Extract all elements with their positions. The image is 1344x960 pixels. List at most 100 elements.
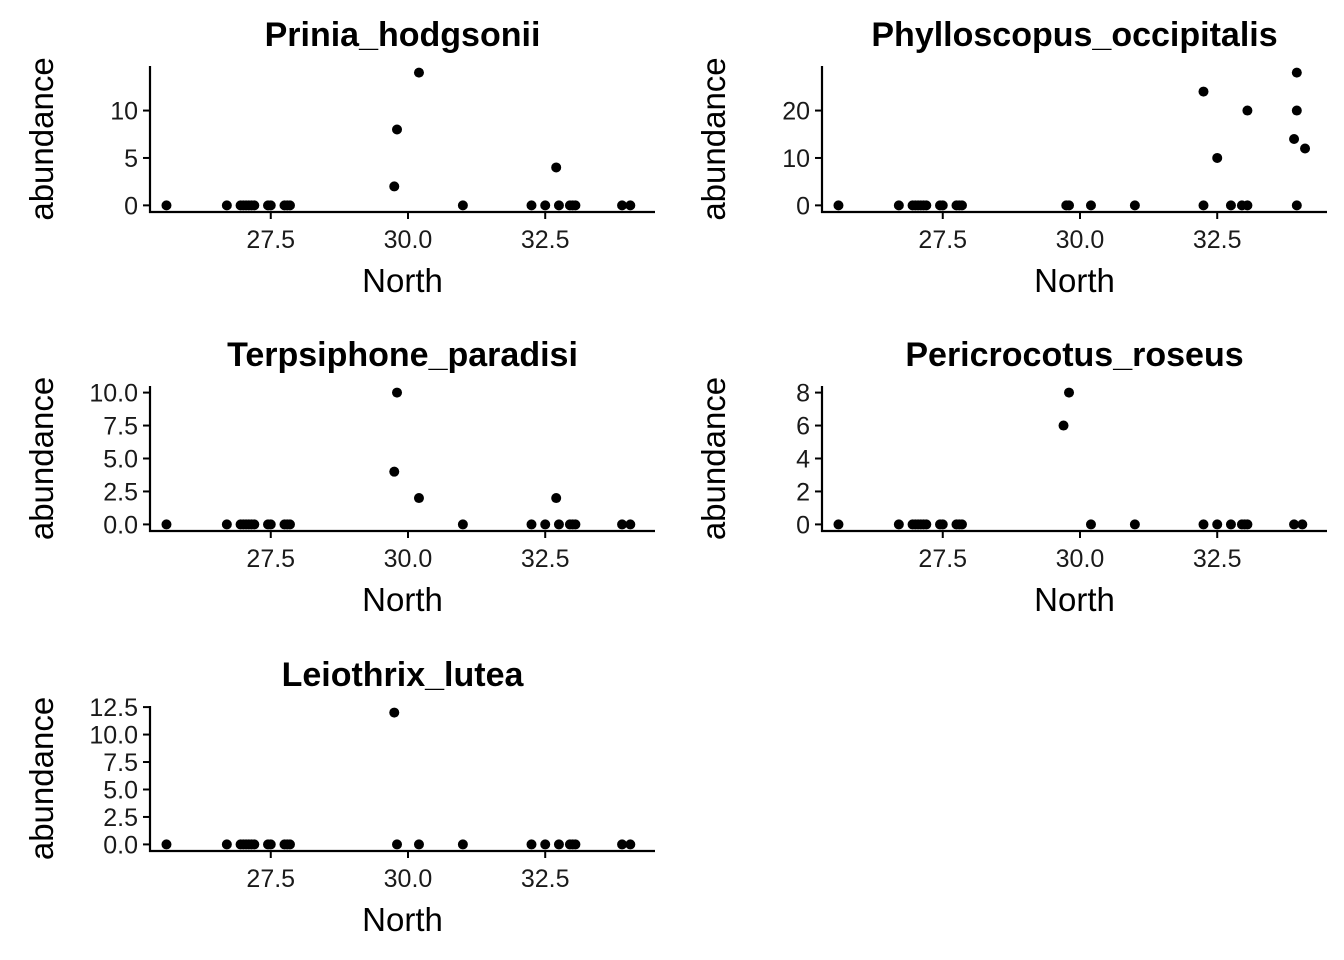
- y-tick-label: 4: [796, 446, 810, 474]
- y-tick-label: 6: [796, 413, 810, 441]
- data-point: [1064, 200, 1075, 211]
- data-point: [1225, 519, 1236, 530]
- data-point: [570, 200, 581, 211]
- y-axis-label: abundance: [23, 377, 60, 540]
- data-point: [570, 839, 581, 850]
- data-point: [1291, 200, 1302, 211]
- y-tick-label: 5.0: [103, 446, 138, 474]
- data-point: [284, 200, 295, 211]
- data-point: [625, 839, 636, 850]
- data-point: [540, 200, 551, 211]
- data-point: [833, 519, 844, 530]
- data-point: [161, 839, 172, 850]
- data-point: [1212, 519, 1223, 530]
- data-point: [389, 707, 400, 718]
- data-point: [526, 200, 537, 211]
- data-point: [1289, 134, 1300, 144]
- data-point: [526, 839, 537, 850]
- data-point: [1291, 105, 1302, 116]
- y-tick-label: 7.5: [103, 413, 138, 441]
- data-point: [893, 519, 904, 530]
- data-point: [1198, 86, 1209, 97]
- data-point: [389, 181, 400, 192]
- x-tick-label: 27.5: [246, 226, 295, 254]
- data-point: [457, 200, 468, 211]
- data-point: [937, 519, 948, 530]
- data-point: [221, 839, 232, 850]
- data-point: [1291, 67, 1302, 78]
- y-tick-label: 0: [124, 192, 138, 220]
- data-point: [540, 839, 551, 850]
- data-point: [553, 519, 564, 530]
- data-point: [221, 200, 232, 211]
- y-tick-label: 8: [796, 380, 810, 408]
- data-point: [1297, 519, 1308, 530]
- data-point: [833, 200, 844, 211]
- data-point: [1085, 200, 1096, 211]
- x-tick-label: 30.0: [1056, 226, 1105, 254]
- data-point: [1289, 519, 1300, 530]
- scatter-panel-1: Prinia_hodgsonii 27.5 30.0 32.5 0 5 10 North abu…: [23, 16, 655, 299]
- data-point: [921, 519, 932, 530]
- y-tick-label: 10: [782, 145, 810, 173]
- data-point: [392, 124, 403, 135]
- data-point: [457, 839, 468, 850]
- x-axis-label: North: [362, 901, 443, 938]
- y-tick-label: 7.5: [103, 749, 138, 777]
- data-point: [413, 493, 424, 504]
- data-point: [1064, 387, 1075, 398]
- panel-title: Prinia_hodgsonii: [265, 16, 541, 54]
- y-tick-label: 10.0: [89, 722, 138, 750]
- data-point: [1198, 519, 1209, 530]
- data-point: [551, 162, 562, 173]
- data-point: [1085, 519, 1096, 530]
- data-point: [553, 839, 564, 850]
- data-point: [389, 466, 400, 477]
- y-tick-label: 5: [124, 145, 138, 173]
- data-point: [392, 839, 403, 850]
- y-tick-label: 2.5: [103, 804, 138, 832]
- y-tick-label: 10: [110, 98, 138, 126]
- x-tick-label: 32.5: [1193, 226, 1242, 254]
- x-tick-label: 27.5: [918, 545, 967, 573]
- panel-title: Phylloscopus_occipitalis: [871, 16, 1277, 54]
- y-axis-label: abundance: [695, 57, 732, 220]
- data-point: [956, 200, 967, 211]
- data-point: [1300, 143, 1311, 154]
- data-point: [1198, 200, 1209, 211]
- data-point: [617, 519, 628, 530]
- data-point: [249, 200, 260, 211]
- panel-title: Leiothrix_lutea: [282, 656, 525, 694]
- data-point: [1242, 200, 1253, 211]
- data-point: [937, 200, 948, 211]
- data-point: [249, 519, 260, 530]
- data-point: [551, 493, 562, 504]
- y-tick-label: 2.5: [103, 478, 138, 506]
- x-tick-label: 30.0: [1056, 545, 1105, 573]
- scatter-panel-3: Terpsiphone_paradisi 27.5 30.0 32.5 0.0 2.5 5.…: [23, 336, 655, 618]
- data-point: [265, 519, 276, 530]
- data-point: [540, 519, 551, 530]
- data-point: [1212, 152, 1223, 163]
- panel-title: Pericrocotus_roseus: [905, 336, 1243, 374]
- data-point: [1129, 200, 1140, 211]
- data-point: [221, 519, 232, 530]
- y-tick-label: 12.5: [89, 694, 138, 722]
- x-tick-label: 32.5: [521, 865, 570, 893]
- scatter-panel-2: Phylloscopus_occipitalis 27.5 30.0 32.5 0 10 2…: [695, 16, 1327, 299]
- data-point: [553, 200, 564, 211]
- y-tick-label: 2: [796, 478, 810, 506]
- data-point: [921, 200, 932, 211]
- y-tick-label: 5.0: [103, 776, 138, 804]
- data-point: [893, 200, 904, 211]
- data-point: [284, 839, 295, 850]
- data-point: [617, 200, 628, 211]
- data-point: [1225, 200, 1236, 211]
- data-point: [570, 519, 581, 530]
- data-point: [1129, 519, 1140, 530]
- x-axis-label: North: [362, 581, 443, 618]
- data-point: [249, 839, 260, 850]
- x-axis-label: North: [1034, 581, 1115, 618]
- data-point: [284, 519, 295, 530]
